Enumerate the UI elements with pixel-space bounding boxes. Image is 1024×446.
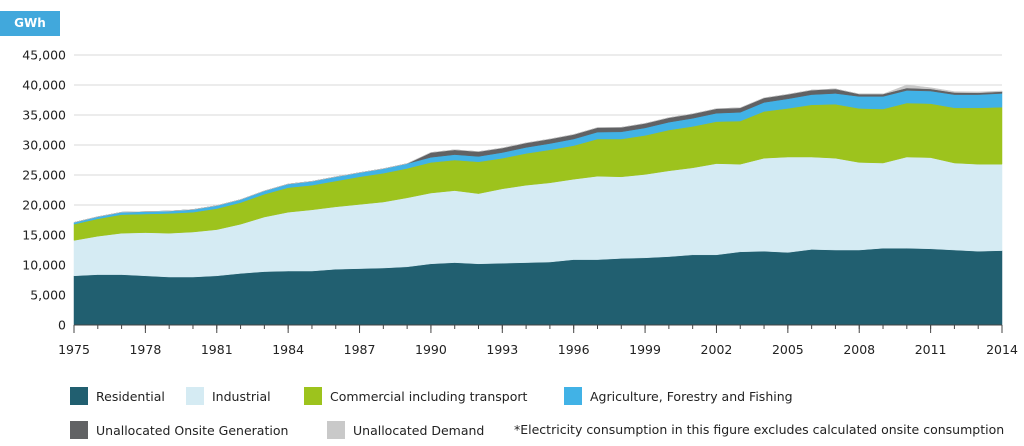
legend-label: Agriculture, Forestry and Fishing [590, 388, 793, 404]
legend-swatch [327, 421, 345, 439]
x-axis: 1975 1978 1981 1984 1987 1990 1993 1996 1999 2002… [58, 324, 1018, 357]
x-tick-label: 1975 [58, 342, 90, 357]
x-tick-label: 1984 [272, 342, 304, 357]
legend-label: Unallocated Demand [353, 422, 485, 438]
legend-swatch [186, 387, 204, 405]
x-tick-label: 2008 [843, 342, 875, 357]
x-tick-label: 2005 [772, 342, 804, 357]
x-tick-label: 2011 [915, 342, 947, 357]
legend-label: Residential [96, 388, 165, 404]
legend-item-residential: Residential [70, 384, 165, 408]
x-tick-label: 2014 [986, 342, 1018, 357]
legend-item-unallocated-onsite: Unallocated Onsite Generation [70, 418, 288, 442]
legend-item-commercial: Commercial including transport [304, 384, 527, 408]
legend-item-industrial: Industrial [186, 384, 271, 408]
legend-swatch [304, 387, 322, 405]
area-unallocated-demand [73, 84, 1003, 223]
x-tick-label: 1987 [344, 342, 376, 357]
stacked-areas [73, 84, 1003, 326]
legend-label: Commercial including transport [330, 388, 528, 404]
area-chart: 1975 1978 1981 1984 1987 1990 1993 1996 1999 2002… [22, 48, 1018, 358]
y-tick-label: 35,000 [22, 108, 66, 123]
y-tick-label: 25,000 [22, 168, 66, 183]
legend-label: Unallocated Onsite Generation [96, 422, 289, 438]
footnote: *Electricity consumption in this figure … [514, 422, 1005, 437]
y-tick-label: 45,000 [22, 48, 66, 63]
y-tick-label: 10,000 [22, 258, 66, 273]
y-tick-label: 0 [58, 318, 66, 333]
y-tick-label: 30,000 [22, 138, 66, 153]
legend-label: Industrial [212, 388, 271, 404]
x-tick-label: 1993 [486, 342, 518, 357]
legend-swatch [564, 387, 582, 405]
y-axis: 0 5,000 10,000 15,000 20,000 25,000 30,000 35,0… [22, 48, 66, 333]
x-tick-label: 1990 [415, 342, 447, 357]
x-tick-label: 1996 [558, 342, 590, 357]
x-tick-label: 2002 [701, 342, 733, 357]
y-tick-label: 15,000 [22, 228, 66, 243]
legend-swatch [70, 387, 88, 405]
x-tick-label: 1999 [629, 342, 661, 357]
legend-swatch [70, 421, 88, 439]
unit-label: GWh [0, 11, 60, 36]
y-tick-label: 5,000 [30, 288, 66, 303]
legend-row-2: Unallocated Onsite Generation Unallocate… [70, 418, 1020, 442]
legend: Residential Industrial Commercial includ… [70, 384, 1020, 444]
legend-row-1: Residential Industrial Commercial includ… [70, 384, 1020, 408]
legend-item-agriculture: Agriculture, Forestry and Fishing [564, 384, 793, 408]
x-tick-label: 1981 [201, 342, 233, 357]
x-tick-label: 1978 [129, 342, 161, 357]
legend-item-unallocated-demand: Unallocated Demand [327, 418, 484, 442]
y-tick-label: 40,000 [22, 78, 66, 93]
y-tick-label: 20,000 [22, 198, 66, 213]
